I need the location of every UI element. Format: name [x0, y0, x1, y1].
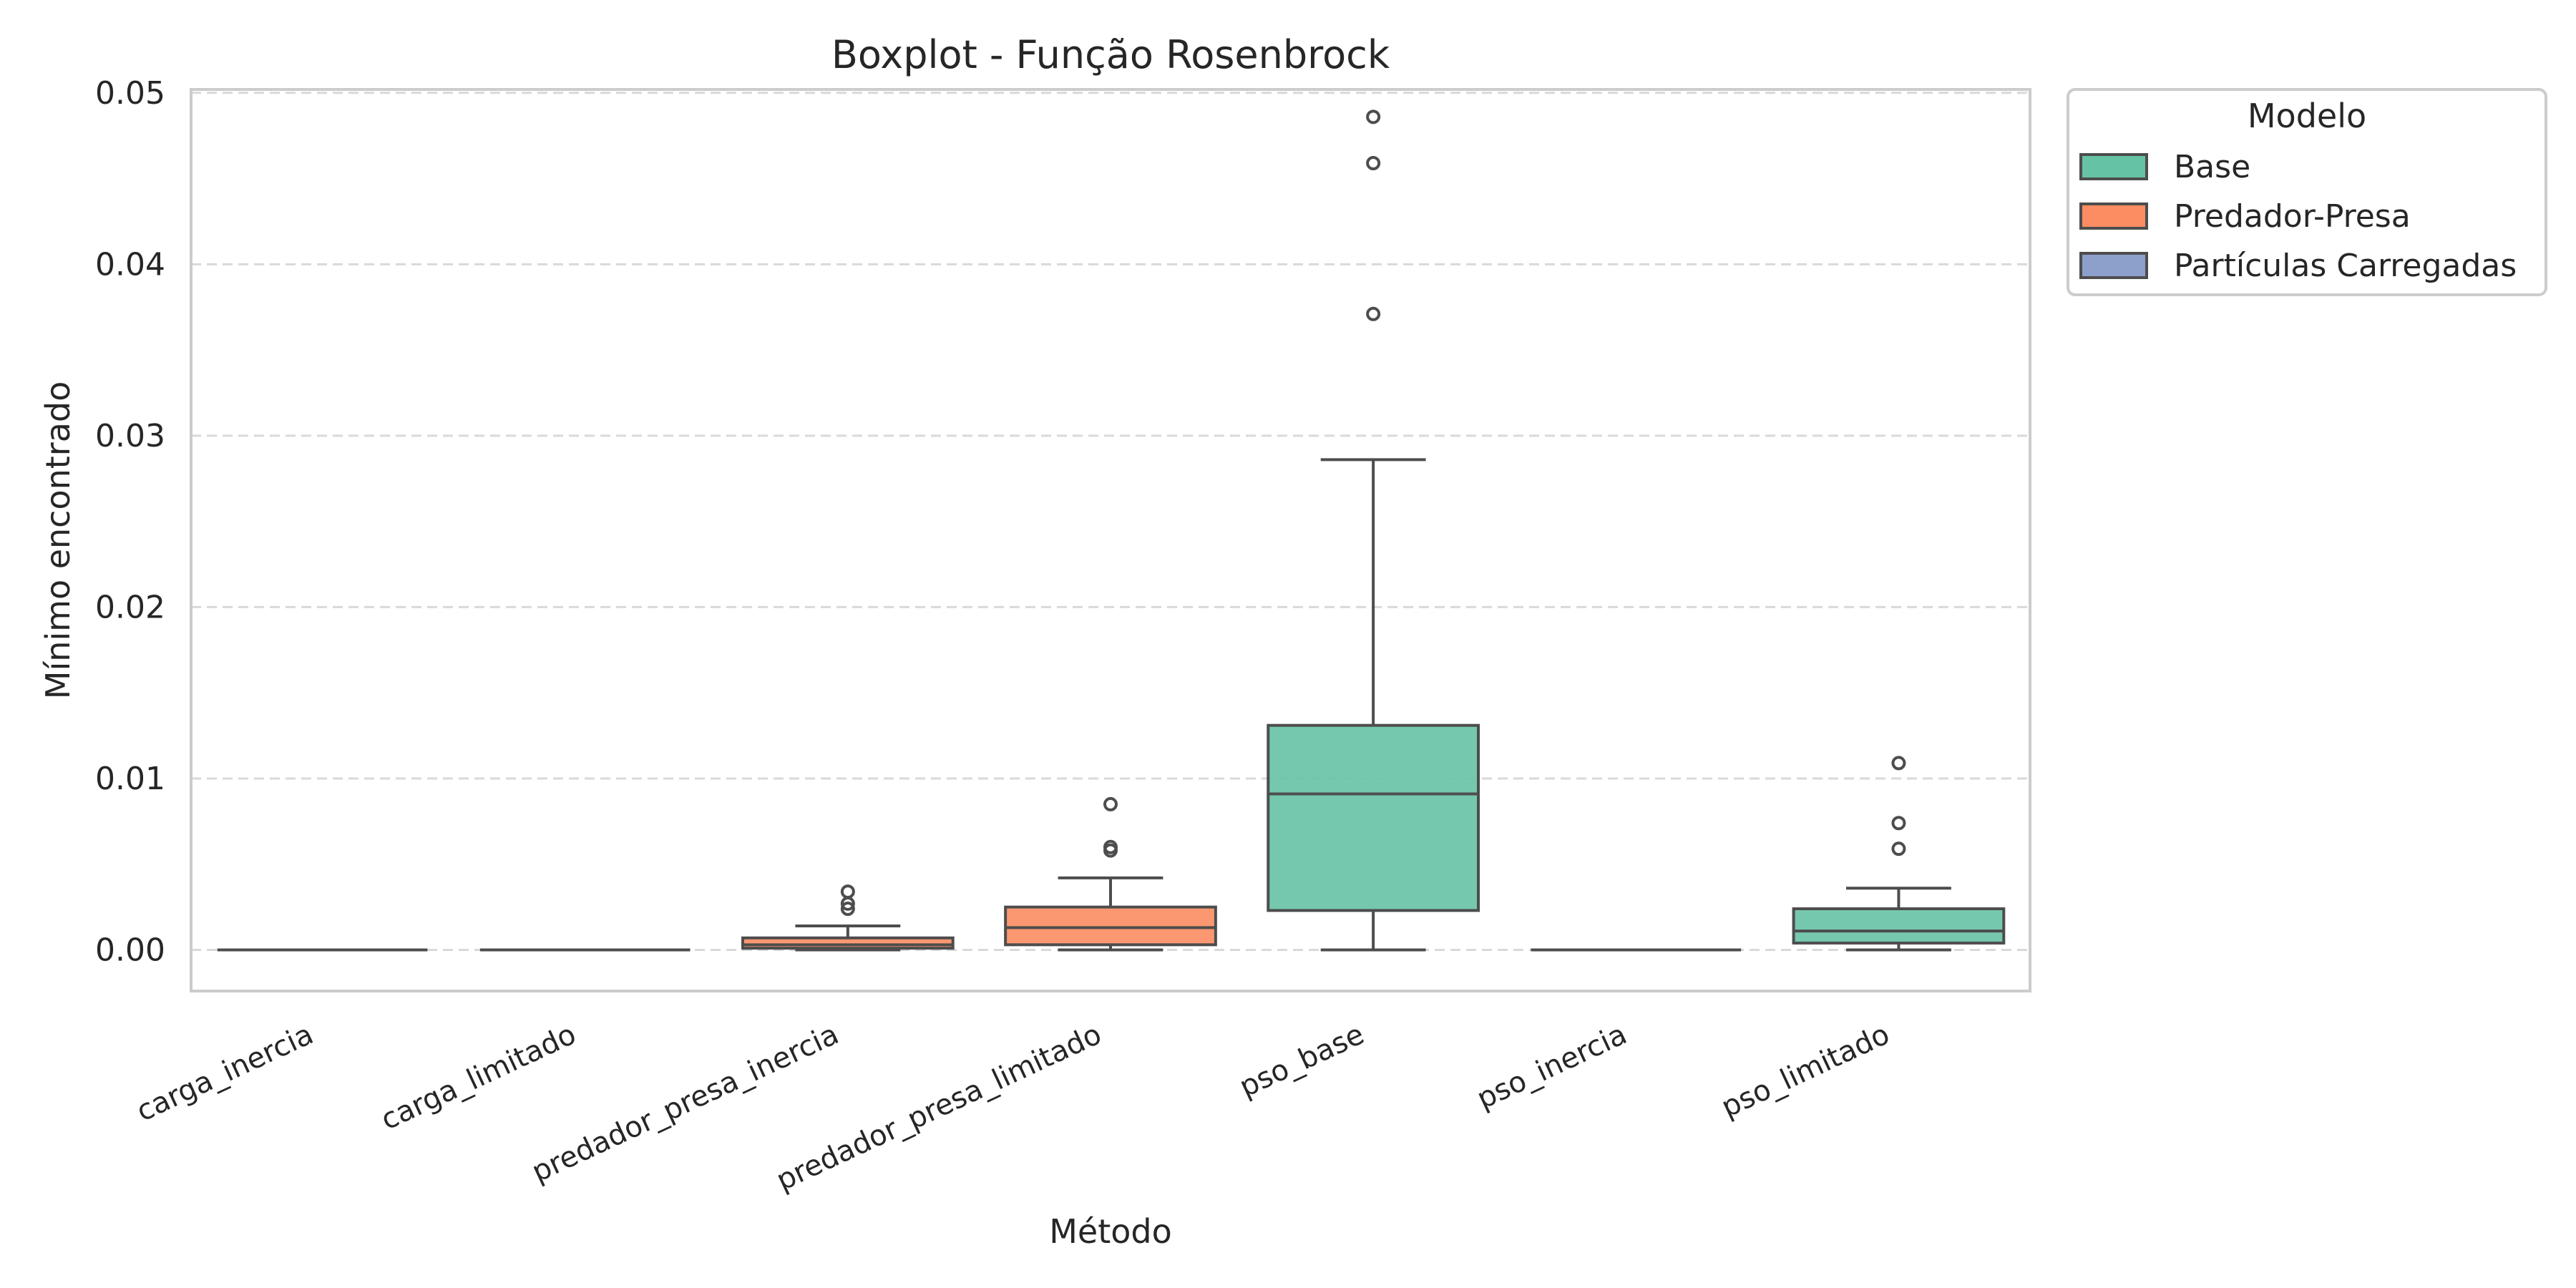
- box-pso_limitado: [1792, 756, 2006, 952]
- legend-label: Predador-Presa: [2174, 198, 2411, 235]
- outlier-point: [1891, 756, 1906, 771]
- box-iqr: [741, 936, 955, 950]
- outlier-point: [1891, 816, 1906, 831]
- outlier-point: [840, 884, 855, 899]
- box-predador_presa_inercia: [741, 884, 955, 952]
- legend-frame: [2067, 88, 2547, 296]
- y-tick-label: 0.01: [95, 761, 165, 797]
- y-axis-label: Mínimo encontrado: [39, 381, 77, 700]
- outlier-point: [1366, 306, 1381, 321]
- box-iqr: [1792, 907, 2006, 945]
- y-tick-label: 0.03: [95, 418, 165, 454]
- chart-title: Boxplot - Função Rosenbrock: [831, 32, 1390, 77]
- y-tick-label: 0.04: [95, 246, 165, 283]
- outlier-point: [1366, 156, 1381, 171]
- legend-swatch: [2079, 153, 2148, 180]
- outlier-point: [840, 902, 855, 917]
- y-tick-label: 0.02: [95, 589, 165, 625]
- box-iqr: [1004, 905, 1217, 947]
- y-tick-label: 0.00: [95, 932, 165, 969]
- legend: Modelo Base Predador-Presa Partículas Carr…: [2067, 88, 2547, 296]
- plot-frame: [190, 88, 2031, 992]
- box-iqr: [1267, 723, 1480, 912]
- legend-label: Base: [2174, 149, 2250, 185]
- outlier-point: [1366, 109, 1381, 125]
- outlier-point: [1103, 796, 1118, 811]
- box-pso_base: [1267, 109, 1480, 952]
- y-tick-label: 0.05: [95, 75, 165, 112]
- legend-swatch: [2079, 252, 2148, 279]
- box-predador_presa_limitado: [1004, 796, 1217, 952]
- legend-swatch: [2079, 203, 2148, 230]
- legend-title: Modelo: [2248, 97, 2366, 135]
- legend-label: Partículas Carregadas: [2174, 248, 2517, 284]
- outlier-point: [1103, 839, 1118, 854]
- x-axis-label: Método: [1049, 1212, 1172, 1251]
- outlier-point: [1891, 841, 1906, 857]
